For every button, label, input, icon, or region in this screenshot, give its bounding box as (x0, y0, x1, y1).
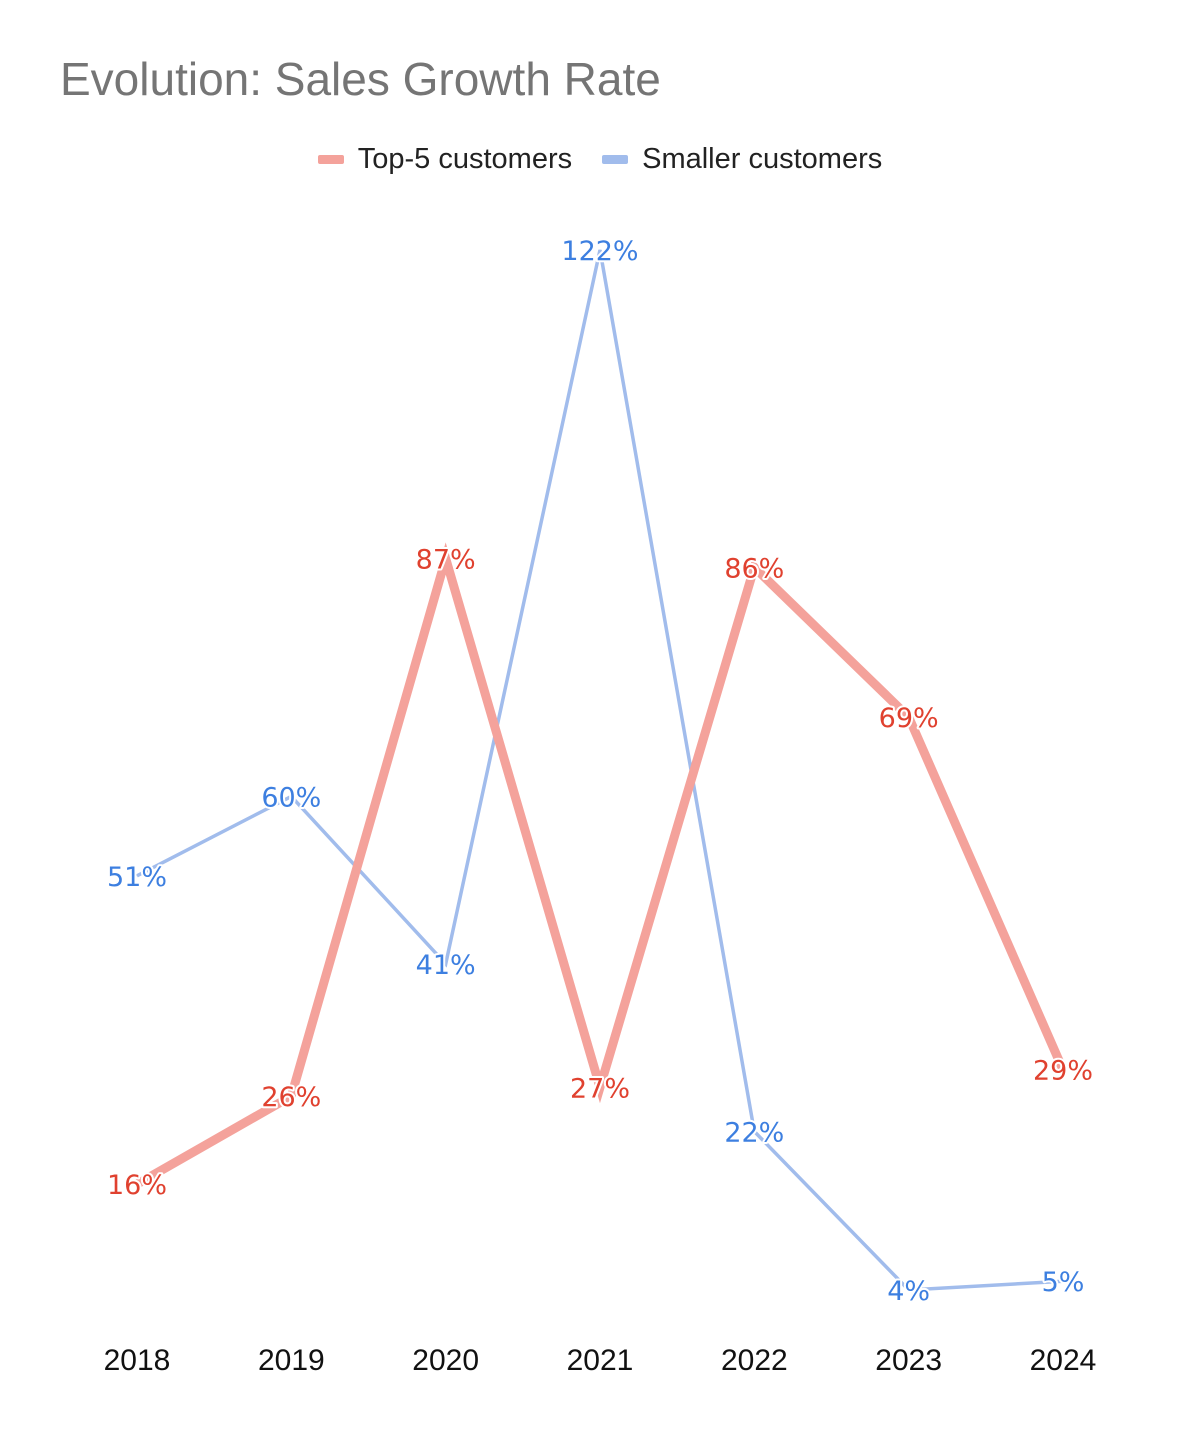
data-label-top5-2023: 69% (879, 703, 939, 734)
legend-swatch-top5 (317, 155, 344, 164)
data-point-smaller-2023 (908, 1289, 910, 1291)
legend-item-smaller: Smaller customers (602, 143, 882, 176)
data-label-top5-2019: 26% (261, 1082, 321, 1113)
data-label-smaller-2019: 60% (261, 782, 321, 813)
data-point-smaller-2024 (1062, 1280, 1064, 1282)
data-point-smaller-2019 (290, 795, 292, 797)
x-tick-label-2022: 2022 (721, 1344, 788, 1377)
data-label-top5-2018: 16% (107, 1170, 167, 1201)
data-label-smaller-2020: 41% (416, 950, 476, 981)
legend-label-smaller: Smaller customers (642, 143, 883, 175)
data-point-smaller-2018 (136, 875, 138, 877)
x-tick-label-2021: 2021 (567, 1344, 634, 1377)
series-line-smaller (136, 249, 1064, 1292)
x-tick-label-2020: 2020 (412, 1344, 479, 1377)
x-tick-label-2018: 2018 (104, 1344, 171, 1377)
data-label-smaller-2021: 122% (561, 236, 638, 267)
data-point-top5-2019 (290, 1095, 292, 1097)
legend-item-top5: Top-5 customers (317, 143, 573, 176)
chart-title: Evolution: Sales Growth Rate (60, 53, 661, 105)
data-point-top5-2022 (753, 566, 755, 568)
x-tick-label-2023: 2023 (875, 1344, 942, 1377)
legend: Top-5 customers Smaller customers (0, 143, 1200, 176)
data-label-smaller-2018: 51% (107, 862, 167, 893)
data-point-top5-2021 (599, 1086, 601, 1088)
data-point-top5-2024 (1062, 1069, 1064, 1071)
x-tick-label-2019: 2019 (258, 1344, 325, 1377)
data-label-top5-2020: 87% (416, 544, 476, 575)
data-point-top5-2018 (136, 1183, 138, 1185)
data-label-top5-2022: 86% (724, 553, 784, 584)
data-label-smaller-2023: 4% (887, 1276, 930, 1307)
data-point-top5-2023 (908, 716, 910, 718)
data-point-smaller-2020 (445, 963, 447, 965)
data-point-top5-2020 (445, 557, 447, 559)
legend-swatch-smaller (602, 155, 629, 164)
data-point-smaller-2022 (753, 1130, 755, 1132)
data-label-smaller-2024: 5% (1042, 1267, 1085, 1298)
x-tick-label-2024: 2024 (1030, 1344, 1097, 1377)
data-label-top5-2021: 27% (570, 1073, 630, 1104)
data-label-smaller-2022: 22% (724, 1117, 784, 1148)
data-label-top5-2024: 29% (1033, 1056, 1093, 1087)
legend-label-top5: Top-5 customers (357, 143, 573, 175)
data-point-smaller-2021 (599, 249, 601, 251)
